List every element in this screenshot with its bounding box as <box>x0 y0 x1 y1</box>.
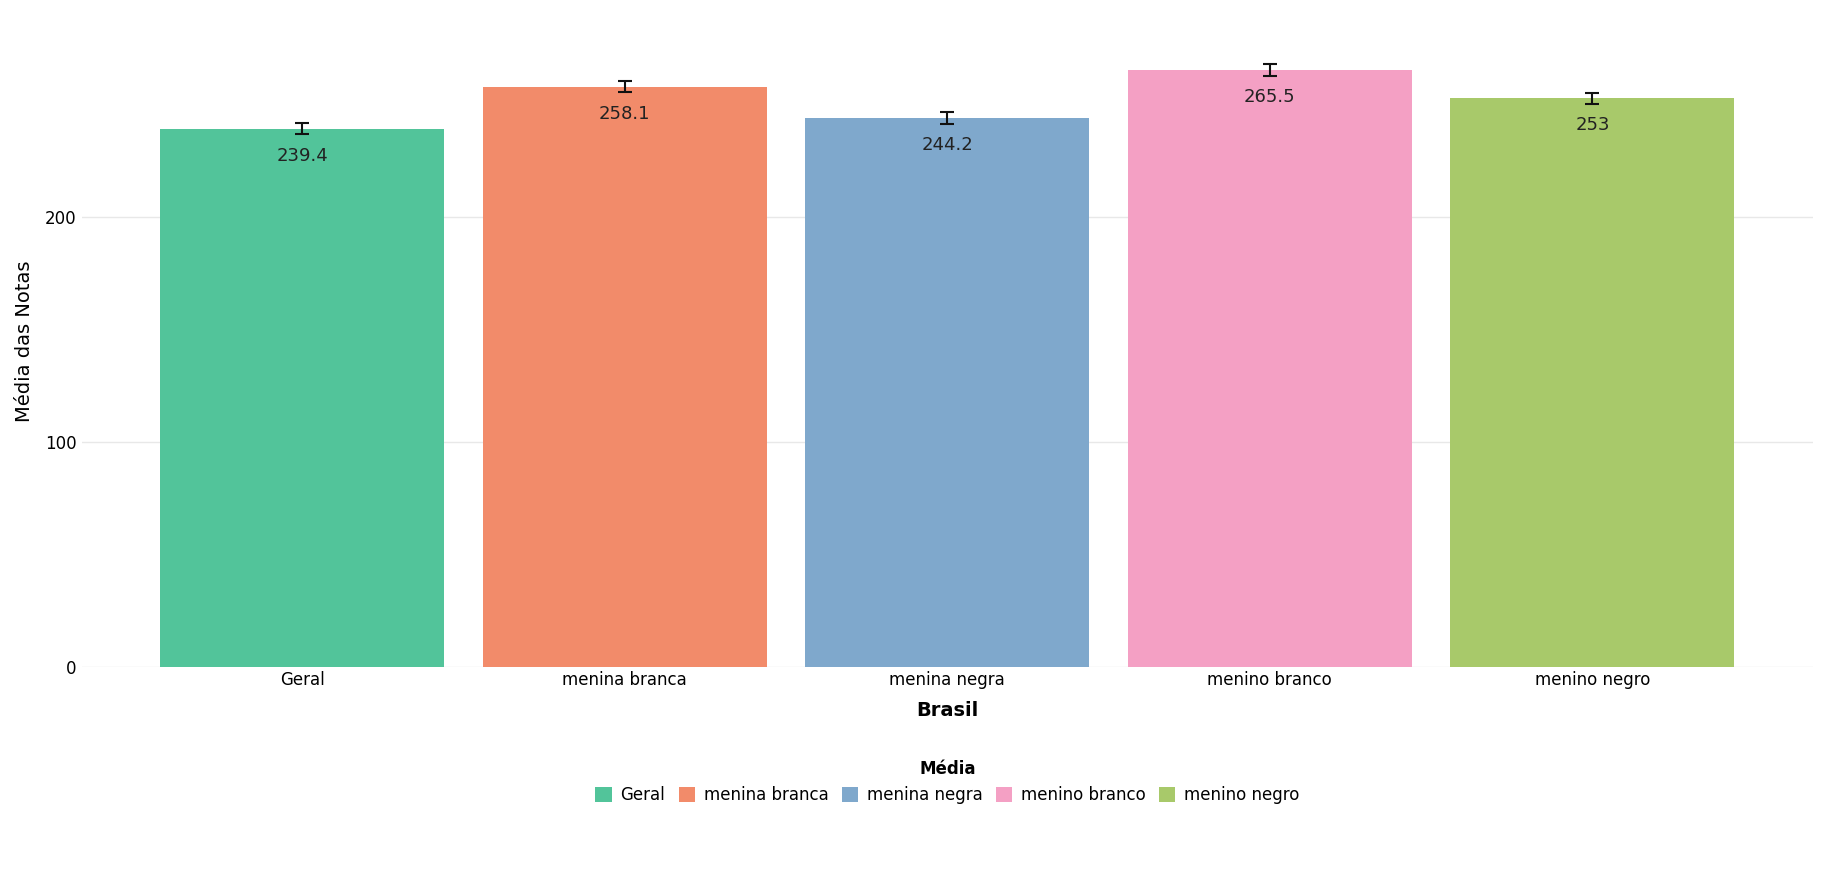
Bar <box>806 118 1089 667</box>
Bar <box>483 86 766 667</box>
Bar <box>161 129 444 667</box>
Legend: Geral, menina branca, menina negra, menino branco, menino negro: Geral, menina branca, menina negra, meni… <box>589 753 1305 811</box>
Text: 258.1: 258.1 <box>600 105 651 123</box>
Text: 253: 253 <box>1576 116 1610 134</box>
Y-axis label: Média das Notas: Média das Notas <box>15 260 35 422</box>
Bar <box>1450 98 1735 667</box>
Bar <box>1128 70 1411 667</box>
Text: 265.5: 265.5 <box>1245 88 1296 106</box>
X-axis label: Brasil: Brasil <box>916 700 978 720</box>
Text: 239.4: 239.4 <box>276 146 327 165</box>
Text: 244.2: 244.2 <box>921 136 972 153</box>
